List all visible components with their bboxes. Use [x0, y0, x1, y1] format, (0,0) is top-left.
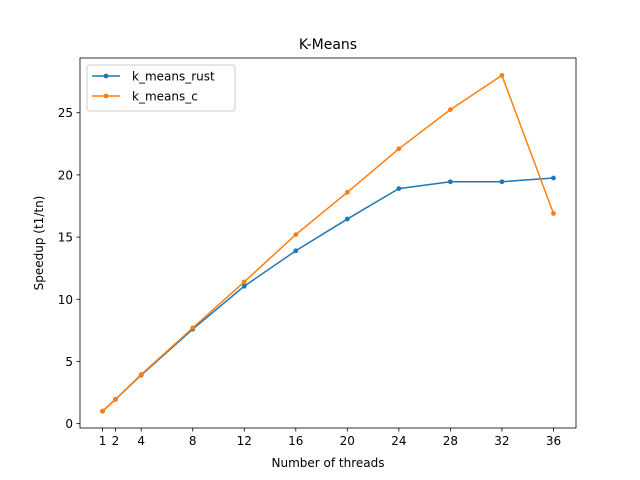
data-point [190, 325, 196, 331]
data-point [551, 211, 556, 216]
legend-marker [103, 73, 109, 79]
y-tick-label: 15 [58, 231, 73, 245]
data-point [344, 216, 350, 222]
legend-label: k_means_c [132, 90, 198, 104]
legend-item: k_means_rust [92, 70, 215, 84]
x-tick-label: 16 [288, 434, 303, 448]
x-tick-label: 12 [237, 434, 252, 448]
x-tick-label: 24 [391, 434, 406, 448]
legend-item: k_means_c [92, 90, 198, 104]
legend: k_means_rust k_means_c [86, 64, 236, 112]
data-point [447, 179, 453, 185]
y-tick-label: 5 [65, 355, 73, 369]
x-tick-label: 20 [340, 434, 355, 448]
data-point [293, 232, 299, 238]
data-point [100, 408, 105, 414]
x-tick-label: 28 [443, 434, 458, 448]
x-tick-label: 36 [546, 434, 561, 448]
y-tick-label: 25 [58, 106, 73, 120]
data-point [447, 107, 453, 113]
data-point [344, 189, 350, 195]
series-k_means_c [100, 73, 556, 414]
legend-label: k_means_rust [132, 70, 215, 84]
y-tick-label: 0 [65, 417, 73, 431]
data-point [499, 179, 505, 185]
chart-title: K-Means [299, 37, 357, 53]
x-axis: 1 2 4 8 12 16 20 24 28 32 36 [99, 428, 561, 448]
data-point [551, 175, 556, 181]
data-point [241, 279, 247, 285]
data-point [396, 146, 402, 152]
y-tick-label: 10 [58, 293, 73, 307]
series-k_means_rust [100, 175, 556, 414]
series-line [102, 177, 554, 412]
legend-box [86, 64, 236, 112]
data-point [138, 372, 144, 377]
x-tick-label: 32 [494, 434, 509, 448]
data-point [499, 73, 505, 78]
data-point [241, 283, 247, 289]
x-tick-label: 2 [112, 434, 120, 448]
x-axis-label: Number of threads [272, 456, 385, 470]
axes-frame [79, 57, 577, 429]
x-tick-label: 4 [137, 434, 145, 448]
legend-marker [103, 93, 109, 99]
y-tick-label: 20 [58, 168, 73, 182]
plot-area [100, 73, 556, 414]
x-tick-label: 8 [189, 434, 197, 448]
data-point [293, 248, 299, 254]
x-tick-label: 1 [99, 434, 107, 448]
series-line [102, 74, 555, 412]
data-point [396, 186, 402, 191]
y-axis: 0 5 10 15 20 25 [58, 106, 80, 431]
y-axis-label: Speedup (t1/tn) [32, 196, 46, 291]
data-point [113, 396, 118, 402]
